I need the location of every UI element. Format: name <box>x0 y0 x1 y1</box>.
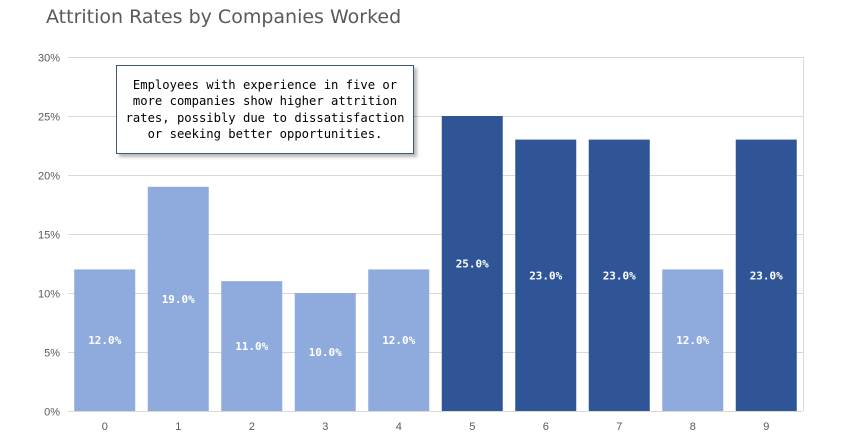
x-axis-ticks: 0 1 2 3 4 5 6 7 8 9 <box>102 421 770 433</box>
bars: 12.0% 19.0% 11.0% 10.0% 12.0% 25.0% 23.0% 23.0%… <box>74 116 797 411</box>
y-tick-label: 0% <box>44 407 60 419</box>
data-label: 12.0% <box>382 334 415 347</box>
x-tick-label: 7 <box>616 421 622 433</box>
bar <box>662 269 724 411</box>
x-tick-label: 0 <box>102 421 108 433</box>
bar <box>441 116 503 411</box>
x-tick-label: 1 <box>175 421 181 433</box>
data-label: 11.0% <box>235 340 268 353</box>
annotation-text: Employees with experience in five or mor… <box>125 77 405 142</box>
bar <box>735 139 797 411</box>
x-tick-label: 3 <box>322 421 328 433</box>
y-tick-label: 10% <box>38 289 60 301</box>
data-label: 12.0% <box>676 334 709 347</box>
bar <box>515 139 577 411</box>
bar <box>221 281 283 411</box>
data-label: 12.0% <box>88 334 121 347</box>
x-tick-label: 4 <box>396 421 402 433</box>
y-tick-label: 5% <box>44 348 60 360</box>
x-tick-label: 8 <box>690 421 696 433</box>
x-tick-label: 6 <box>543 421 549 433</box>
x-tick-label: 5 <box>469 421 475 433</box>
data-label: 23.0% <box>603 269 636 282</box>
x-tick-label: 9 <box>763 421 769 433</box>
chart-title: Attrition Rates by Companies Worked <box>46 6 402 28</box>
data-label: 19.0% <box>162 293 195 306</box>
y-tick-label: 30% <box>38 53 60 65</box>
data-label: 25.0% <box>456 258 489 271</box>
bar <box>368 269 430 411</box>
data-label: 23.0% <box>750 269 783 282</box>
y-axis-ticks: 0% 5% 10% 15% 20% 25% 30% <box>38 53 60 419</box>
x-tick-label: 2 <box>249 421 255 433</box>
y-tick-label: 20% <box>38 171 60 183</box>
data-label: 23.0% <box>529 269 562 282</box>
bar <box>294 293 356 411</box>
bar <box>588 139 650 411</box>
bar <box>147 186 209 411</box>
annotation-callout: Employees with experience in five or mor… <box>116 65 414 154</box>
y-tick-label: 25% <box>38 112 60 124</box>
data-label: 10.0% <box>309 346 342 359</box>
y-tick-label: 15% <box>38 230 60 242</box>
bar <box>74 269 136 411</box>
